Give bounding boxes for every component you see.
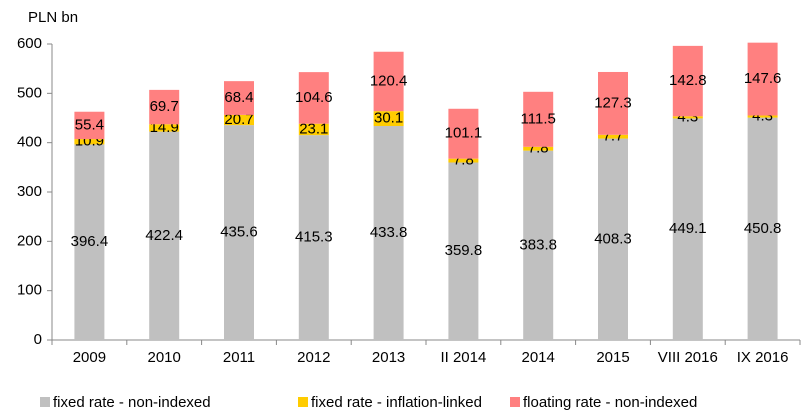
bar-segment	[448, 108, 479, 159]
bar-segment	[224, 114, 254, 126]
data-label: 101.1	[445, 125, 483, 142]
x-tick-label: II 2014	[440, 349, 486, 366]
y-tick-label: 200	[17, 232, 42, 249]
data-label: 435.6	[220, 224, 258, 241]
x-tick-label: 2012	[297, 349, 330, 366]
legend-label: fixed rate - inflation-linked	[311, 394, 482, 411]
data-label: 20.7	[224, 111, 253, 128]
data-label: 142.8	[669, 72, 707, 89]
legend-label: fixed rate - non-indexed	[53, 394, 211, 411]
y-tick-label: 600	[17, 35, 42, 52]
legend-swatch	[298, 397, 308, 407]
bar-segment	[747, 117, 778, 340]
bar-segment	[224, 81, 254, 115]
data-label: 120.4	[370, 72, 408, 89]
bar-segment	[149, 124, 180, 132]
y-tick-label: 400	[17, 134, 42, 151]
data-label: 408.3	[594, 230, 632, 247]
bar-segment	[672, 118, 703, 340]
bar-segment	[298, 123, 329, 136]
data-label: 422.4	[145, 227, 183, 244]
legend-swatch	[510, 397, 520, 407]
bar-segment	[672, 45, 703, 117]
data-label: 111.5	[521, 110, 556, 127]
y-tick-label: 500	[17, 84, 42, 101]
bar-segment	[598, 71, 628, 135]
y-tick-label: 0	[34, 331, 42, 348]
data-label: 68.4	[224, 89, 253, 106]
data-label: 127.3	[594, 94, 632, 111]
data-label: 147.6	[744, 70, 782, 87]
y-tick-label: 100	[17, 282, 42, 299]
bar-segment	[598, 134, 628, 139]
data-label: 104.6	[295, 89, 333, 106]
bar-segment	[149, 131, 180, 340]
x-tick-label: 2009	[73, 349, 106, 366]
data-label: 359.8	[445, 242, 483, 259]
x-tick-label: 2010	[148, 349, 181, 366]
x-tick-label: IX 2016	[737, 349, 789, 366]
data-label: 30.1	[374, 110, 403, 127]
data-label: 69.7	[150, 98, 179, 115]
data-label: 383.8	[519, 236, 557, 253]
data-label: 55.4	[75, 116, 104, 133]
bar-segment	[448, 158, 479, 163]
bar-segment	[149, 89, 180, 125]
bar-segment	[224, 125, 254, 340]
y-axis-label: PLN bn	[28, 9, 78, 26]
data-label: 396.4	[71, 233, 109, 250]
legend-swatch	[40, 397, 50, 407]
x-tick-label: 2013	[372, 349, 405, 366]
x-tick-label: 2011	[223, 349, 255, 366]
data-label: 450.8	[744, 220, 782, 237]
bar-segment	[74, 144, 105, 340]
data-label: 23.1	[299, 120, 328, 137]
bar-segment	[523, 91, 554, 147]
bar-segment	[373, 51, 404, 112]
bar-segment	[298, 135, 329, 340]
bar-segment	[373, 125, 404, 340]
bar-segment	[448, 162, 479, 340]
bar-segment	[298, 72, 329, 124]
bar-segment	[74, 139, 105, 145]
bar-segment	[523, 150, 554, 340]
x-tick-label: 2014	[522, 349, 555, 366]
data-label: 433.8	[370, 224, 408, 241]
bar-segment	[373, 111, 404, 126]
x-tick-label: 2015	[596, 349, 629, 366]
data-label: 415.3	[295, 229, 333, 246]
y-tick-label: 300	[17, 183, 42, 200]
bar-segment	[747, 42, 778, 116]
legend-label: floating rate - non-indexed	[523, 394, 697, 411]
bar-segment	[74, 111, 105, 140]
bar-segment	[523, 146, 554, 151]
data-label: 449.1	[669, 220, 707, 237]
x-tick-label: VIII 2016	[658, 349, 718, 366]
bar-segment	[747, 115, 778, 118]
bar-segment	[672, 116, 703, 119]
bar-segment	[598, 138, 628, 340]
